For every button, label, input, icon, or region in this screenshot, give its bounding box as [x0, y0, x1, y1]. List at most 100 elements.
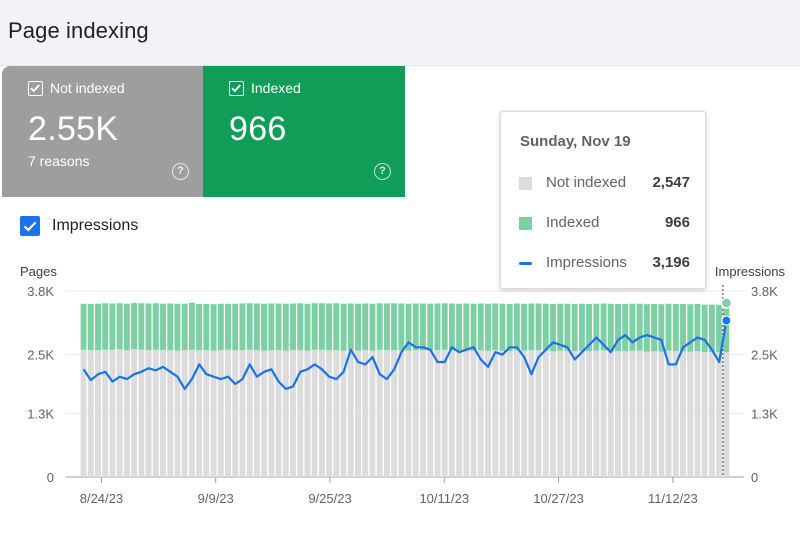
indexed-count: 966 — [229, 110, 287, 148]
bar-indexed — [253, 303, 260, 351]
bar-not-indexed — [716, 352, 723, 477]
bar-not-indexed — [557, 350, 564, 477]
bar-not-indexed — [383, 350, 390, 477]
bar-not-indexed — [188, 349, 195, 477]
bar-not-indexed — [658, 351, 665, 477]
x-tick-label: 9/9/23 — [198, 491, 234, 506]
bar-not-indexed — [687, 351, 694, 477]
bar-not-indexed — [564, 350, 571, 477]
bar-indexed — [232, 303, 239, 351]
bar-indexed — [550, 303, 556, 352]
help-icon[interactable]: ? — [172, 163, 189, 180]
bar-indexed — [391, 303, 398, 351]
bar-indexed — [203, 303, 210, 351]
bar-not-indexed — [138, 349, 145, 477]
tooltip-series-value: 2,547 — [652, 174, 690, 191]
help-icon[interactable]: ? — [374, 163, 391, 180]
bar-not-indexed — [651, 351, 658, 477]
indexed-swatch — [519, 217, 532, 230]
bar-not-indexed — [268, 350, 275, 477]
bar-indexed — [658, 304, 665, 352]
bar-not-indexed — [333, 350, 340, 477]
bar-indexed — [456, 303, 463, 351]
bar-not-indexed — [362, 350, 369, 477]
bar-not-indexed — [80, 349, 87, 477]
bar-not-indexed — [513, 350, 520, 477]
bar-not-indexed — [405, 350, 412, 477]
bar-not-indexed — [145, 350, 152, 477]
indexed-point — [720, 297, 733, 309]
bar-not-indexed — [528, 350, 535, 477]
bar-not-indexed — [506, 351, 513, 477]
bar-not-indexed — [318, 349, 325, 477]
bar-not-indexed — [290, 350, 296, 477]
bar-not-indexed — [398, 350, 405, 477]
bar-indexed — [607, 303, 614, 351]
impressions-line — [82, 320, 728, 390]
bar-not-indexed — [492, 350, 499, 477]
bar-not-indexed — [275, 350, 282, 477]
bar-not-indexed — [376, 349, 383, 477]
bar-not-indexed — [116, 349, 123, 477]
not-indexed-label: Not indexed — [50, 80, 125, 96]
bar-not-indexed — [701, 352, 708, 477]
bar-indexed — [282, 303, 289, 351]
not-indexed-card[interactable]: Not indexed 2.55K 7 reasons ? — [2, 66, 203, 197]
bar-not-indexed — [340, 350, 347, 477]
bar-not-indexed — [694, 351, 701, 477]
bar-indexed — [723, 305, 730, 353]
x-tick-label: 10/27/23 — [533, 491, 584, 506]
bar-indexed — [174, 303, 181, 351]
bar-not-indexed — [535, 350, 542, 477]
impressions-toggle-label: Impressions — [52, 217, 139, 234]
bar-not-indexed — [261, 350, 268, 477]
indexing-chart[interactable]: Pages Impressions 0 0 1.3K 1.3K 2.5K 2.5K 3.8K 3.… — [0, 255, 800, 533]
bar-not-indexed — [326, 350, 333, 477]
not-indexed-checkbox[interactable] — [28, 81, 43, 96]
bar-not-indexed — [304, 350, 311, 477]
indexed-label: Indexed — [251, 80, 301, 96]
bar-indexed — [470, 303, 477, 351]
bar-not-indexed — [456, 350, 463, 477]
indexed-card[interactable]: Indexed 966 ? — [203, 66, 405, 197]
bar-not-indexed — [181, 350, 188, 477]
bar-indexed — [708, 304, 715, 353]
bar-indexed — [716, 304, 723, 353]
impressions-checkbox[interactable] — [20, 216, 40, 236]
left-axis-title: Pages — [20, 264, 57, 279]
bar-not-indexed — [463, 350, 470, 477]
indexed-checkbox[interactable] — [229, 81, 244, 96]
tooltip-row-indexed: Indexed 966 — [518, 213, 690, 233]
bar-indexed — [369, 303, 376, 351]
bar-indexed — [87, 303, 94, 351]
bar-not-indexed — [672, 351, 679, 477]
bar-not-indexed — [225, 349, 231, 477]
bar-not-indexed — [427, 350, 434, 477]
x-tick-label: 10/11/23 — [419, 491, 469, 506]
bar-not-indexed — [542, 350, 549, 477]
bar-indexed — [239, 303, 246, 351]
bar-indexed — [463, 303, 470, 351]
page-title: Page indexing — [8, 18, 149, 43]
bar-not-indexed — [102, 349, 109, 477]
bar-indexed — [246, 303, 253, 350]
bar-indexed — [492, 303, 499, 351]
bar-not-indexed — [448, 350, 455, 477]
not-indexed-swatch — [519, 177, 532, 190]
bar-indexed — [506, 303, 513, 352]
bar-indexed — [376, 303, 383, 350]
bar-not-indexed — [160, 350, 166, 477]
bar-indexed — [290, 303, 296, 351]
bar-indexed — [167, 303, 174, 351]
bar-indexed — [420, 303, 426, 351]
bar-indexed — [355, 303, 361, 351]
bar-not-indexed — [434, 350, 441, 477]
x-tick-label: 9/25/23 — [308, 491, 351, 506]
tooltip-series-name: Impressions — [546, 254, 627, 271]
bar-indexed — [261, 303, 268, 351]
bar-indexed — [672, 303, 679, 352]
bar-not-indexed — [622, 351, 629, 477]
not-indexed-reasons: 7 reasons — [28, 153, 90, 169]
bar-indexed — [131, 302, 138, 350]
bar-not-indexed — [246, 349, 253, 477]
